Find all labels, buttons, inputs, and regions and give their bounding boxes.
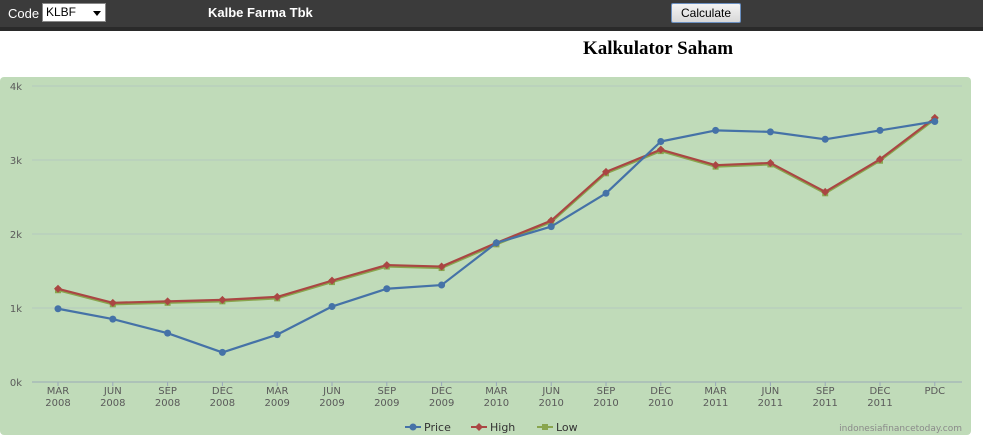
company-name: Kalbe Farma Tbk [208,5,313,20]
x-tick-label-month: JUN [322,386,341,397]
chart-credit: indonesiafinancetoday.com [839,424,962,434]
data-point-price[interactable] [164,329,172,337]
data-point-high[interactable] [163,297,172,306]
y-tick-label: 2k [10,230,22,241]
data-point-price[interactable] [492,239,500,247]
data-point-price[interactable] [273,331,281,339]
data-point-price[interactable] [657,138,665,145]
data-point-high[interactable] [821,187,830,196]
x-tick-label-year: 2010 [593,398,618,409]
data-point-high[interactable] [382,261,391,270]
data-point-price[interactable] [931,118,939,126]
x-tick-label-year: 2011 [703,398,728,409]
y-tick-label: 4k [10,82,22,93]
legend-marker-low [542,424,548,430]
series-line-price [57,120,935,354]
code-label: Code [8,6,40,21]
data-point-price[interactable] [438,281,446,289]
x-tick-label-month: SEP [816,386,835,397]
x-tick-label-year: 2008 [45,398,70,409]
x-tick-label-year: 2008 [155,398,180,409]
x-tick-label-year: 2011 [758,398,783,409]
y-tick-label: 1k [10,304,22,315]
data-point-high[interactable] [273,292,282,301]
legend-label-high[interactable]: High [490,421,515,434]
code-select-value: KLBF [46,5,77,19]
x-tick-label-month: JUN [761,386,780,397]
data-point-price[interactable] [821,135,829,143]
data-point-high[interactable] [218,295,227,304]
data-point-price[interactable] [54,305,62,313]
x-tick-label-month: DEC [650,386,671,397]
legend-marker-high [475,423,483,431]
x-tick-label-year: 2010 [538,398,563,409]
data-point-price[interactable] [218,348,226,356]
data-point-price[interactable] [602,189,610,197]
x-tick-label-month: DEC [431,386,452,397]
x-tick-label-month: MAR [47,386,69,397]
data-point-high[interactable] [656,145,665,154]
data-point-high[interactable] [54,284,62,293]
x-tick-label-month: MAR [485,386,507,397]
data-point-high[interactable] [547,216,556,225]
x-tick-label-month: SEP [158,386,177,397]
x-tick-label-year: 2011 [812,398,837,409]
y-tick-label: 0k [10,378,22,389]
x-tick-label-year: 2011 [867,398,892,409]
top-toolbar [0,0,983,27]
page-title: Kalkulator Saham [583,38,734,59]
series-line-low [57,118,936,306]
x-tick-label-month: JUN [541,386,560,397]
series-line-high [57,116,936,304]
x-tick-label-month: PDC [924,386,945,397]
data-point-high[interactable] [876,155,884,164]
data-point-price[interactable] [328,303,336,311]
data-point-high[interactable] [108,298,117,307]
data-point-high[interactable] [766,158,775,167]
x-tick-label-year: 2010 [648,398,673,409]
calculate-button[interactable]: Calculate [671,3,741,23]
data-point-price[interactable] [712,126,720,134]
y-tick-label: 3k [10,156,22,167]
x-tick-label-month: SEP [597,386,616,397]
x-tick-label-year: 2008 [100,398,125,409]
data-point-price[interactable] [109,315,117,323]
data-point-high[interactable] [602,167,610,176]
legend-label-low[interactable]: Low [556,421,578,434]
x-tick-label-year: 2009 [429,398,454,409]
x-tick-label-month: MAR [266,386,288,397]
x-tick-label-year: 2009 [319,398,344,409]
data-point-high[interactable] [437,262,446,271]
x-tick-label-year: 2009 [374,398,399,409]
legend-marker-price [409,423,417,431]
x-tick-label-year: 2010 [484,398,509,409]
legend-label-price[interactable]: Price [424,421,451,434]
data-point-price[interactable] [766,128,774,136]
x-tick-label-month: SEP [377,386,396,397]
x-tick-label-month: DEC [212,386,233,397]
data-point-price[interactable] [876,126,884,134]
data-point-price[interactable] [547,223,555,231]
x-tick-label-year: 2008 [210,398,235,409]
x-tick-label-year: 2009 [264,398,289,409]
data-point-high[interactable] [711,161,720,170]
data-point-high[interactable] [328,276,336,285]
x-tick-label-month: DEC [869,386,890,397]
chevron-down-icon [93,11,101,16]
toolbar-divider [0,27,983,31]
x-tick-label-month: JUN [103,386,122,397]
code-select[interactable]: KLBF [42,3,106,22]
data-point-price[interactable] [383,285,391,293]
x-tick-label-month: MAR [704,386,726,397]
